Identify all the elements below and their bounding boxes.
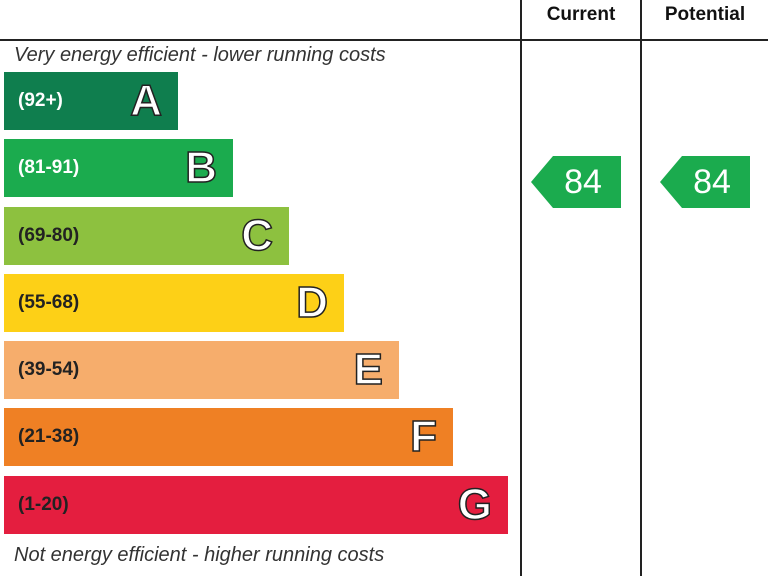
band-range-label: (92+) bbox=[18, 90, 63, 111]
band-range-label: (21-38) bbox=[18, 426, 80, 447]
potential-rating-arrow: 84 bbox=[660, 156, 750, 208]
band-letter: G bbox=[457, 479, 493, 530]
bottom-caption: Not energy efficient - higher running co… bbox=[14, 544, 385, 566]
band-d: (55-68) D bbox=[4, 274, 344, 332]
column-divider-right bbox=[640, 0, 642, 576]
band-range-label: (55-68) bbox=[18, 292, 80, 313]
band-letter: C bbox=[240, 210, 273, 261]
column-divider-left bbox=[520, 0, 522, 576]
band-f: (21-38) F bbox=[4, 408, 453, 466]
band-letter: E bbox=[353, 344, 384, 395]
band-letter: D bbox=[295, 277, 328, 328]
band-range-label: (69-80) bbox=[18, 225, 80, 246]
band-a: (92+) A bbox=[4, 72, 178, 130]
top-caption: Very energy efficient - lower running co… bbox=[14, 44, 386, 66]
potential-column-header: Potential bbox=[664, 4, 746, 25]
band-letter: A bbox=[129, 75, 162, 126]
band-range-label: (39-54) bbox=[18, 359, 80, 380]
header-divider bbox=[0, 39, 768, 41]
band-g: (1-20) G bbox=[4, 476, 508, 534]
band-c: (69-80) C bbox=[4, 207, 289, 265]
band-letter: B bbox=[184, 142, 217, 193]
band-b: (81-91) B bbox=[4, 139, 233, 197]
band-range-label: (81-91) bbox=[18, 157, 80, 178]
band-e: (39-54) E bbox=[4, 341, 399, 399]
current-rating-arrow: 84 bbox=[531, 156, 621, 208]
current-column-header: Current bbox=[546, 4, 616, 25]
band-range-label: (1-20) bbox=[18, 494, 69, 515]
band-letter: F bbox=[409, 411, 437, 462]
